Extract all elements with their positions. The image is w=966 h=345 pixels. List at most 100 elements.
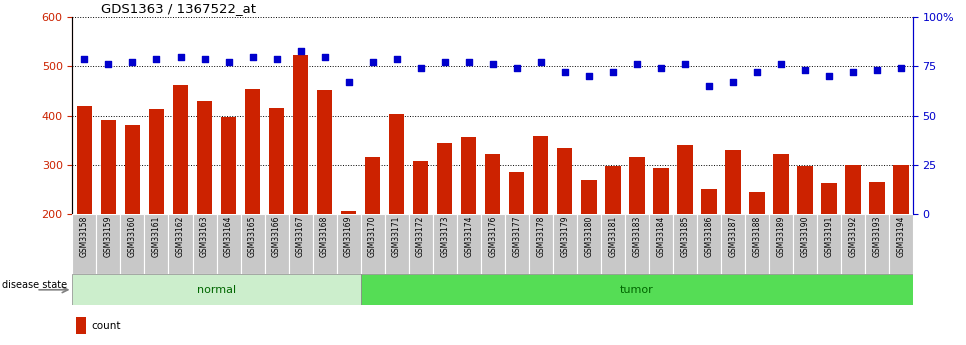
Text: GSM33192: GSM33192 <box>848 216 858 257</box>
Bar <box>629 157 644 214</box>
Bar <box>577 214 601 274</box>
Bar <box>216 214 241 274</box>
Point <box>412 66 428 71</box>
Text: GSM33158: GSM33158 <box>80 216 89 257</box>
Point <box>221 60 237 65</box>
Text: GSM33170: GSM33170 <box>368 216 377 257</box>
Bar <box>168 214 192 274</box>
Bar <box>745 214 769 274</box>
Bar <box>197 101 213 214</box>
Text: GSM33184: GSM33184 <box>656 216 666 257</box>
Bar <box>581 180 597 214</box>
Bar <box>481 214 504 274</box>
Text: GSM33165: GSM33165 <box>248 216 257 257</box>
Point <box>365 60 381 65</box>
Bar <box>72 274 360 305</box>
Bar <box>724 150 741 214</box>
Point <box>845 70 861 75</box>
Bar <box>556 148 573 214</box>
Point <box>173 54 188 59</box>
Text: GSM33171: GSM33171 <box>392 216 401 257</box>
Text: GSM33189: GSM33189 <box>777 216 785 257</box>
Bar <box>893 165 909 214</box>
Bar <box>773 154 788 214</box>
Bar <box>412 161 429 214</box>
Bar <box>817 214 840 274</box>
Point <box>821 73 837 79</box>
Bar <box>388 114 405 214</box>
Bar <box>76 106 93 214</box>
Bar <box>241 214 265 274</box>
Text: GSM33190: GSM33190 <box>800 216 810 257</box>
Bar <box>220 117 237 214</box>
Bar <box>461 137 476 214</box>
Point <box>581 73 596 79</box>
Point <box>557 70 573 75</box>
Bar <box>145 214 168 274</box>
Text: GSM33172: GSM33172 <box>416 216 425 257</box>
Bar <box>865 214 889 274</box>
Bar <box>605 166 620 214</box>
Text: GSM33174: GSM33174 <box>464 216 473 257</box>
Text: GSM33193: GSM33193 <box>872 216 881 257</box>
Bar <box>769 214 793 274</box>
Bar <box>889 214 913 274</box>
Point <box>701 83 717 89</box>
Bar <box>341 211 356 214</box>
Bar <box>360 214 384 274</box>
Text: GSM33167: GSM33167 <box>296 216 305 257</box>
Bar <box>409 214 433 274</box>
Text: normal: normal <box>197 285 236 295</box>
Point <box>389 56 405 61</box>
Bar <box>528 214 553 274</box>
Bar <box>653 168 668 214</box>
Text: GSM33187: GSM33187 <box>728 216 737 257</box>
Bar <box>696 214 721 274</box>
Point <box>533 60 549 65</box>
Text: tumor: tumor <box>620 285 654 295</box>
Bar <box>797 166 812 214</box>
Text: disease state: disease state <box>2 280 67 289</box>
Point <box>725 79 741 85</box>
Point <box>125 60 140 65</box>
Point <box>509 66 525 71</box>
Bar <box>149 109 164 214</box>
Point <box>485 62 500 67</box>
Bar <box>701 189 717 214</box>
Bar <box>509 172 525 214</box>
Bar <box>845 165 861 214</box>
Bar <box>437 142 452 214</box>
Point <box>653 66 668 71</box>
Point <box>317 54 332 59</box>
Bar <box>485 154 500 214</box>
Point <box>629 62 644 67</box>
Bar <box>192 214 216 274</box>
Text: GSM33164: GSM33164 <box>224 216 233 257</box>
Bar <box>125 125 140 214</box>
Text: GSM33177: GSM33177 <box>512 216 522 257</box>
Bar <box>793 214 817 274</box>
Point <box>894 66 909 71</box>
Text: GSM33188: GSM33188 <box>753 216 761 257</box>
Bar <box>72 214 97 274</box>
Point <box>100 62 116 67</box>
Bar <box>533 136 549 214</box>
Bar <box>433 214 457 274</box>
Text: GSM33178: GSM33178 <box>536 216 545 257</box>
Point <box>797 68 812 73</box>
Text: GSM33168: GSM33168 <box>320 216 329 257</box>
Text: GSM33160: GSM33160 <box>128 216 137 257</box>
Text: GSM33176: GSM33176 <box>488 216 497 257</box>
Text: GSM33179: GSM33179 <box>560 216 569 257</box>
Text: GSM33180: GSM33180 <box>584 216 593 257</box>
Text: GSM33159: GSM33159 <box>104 216 113 257</box>
Bar <box>336 214 360 274</box>
Bar <box>100 119 116 214</box>
Point <box>197 56 213 61</box>
Point <box>149 56 164 61</box>
Point <box>244 54 260 59</box>
Text: GSM33191: GSM33191 <box>824 216 834 257</box>
Point <box>293 48 308 53</box>
Point <box>461 60 476 65</box>
Point <box>269 56 284 61</box>
